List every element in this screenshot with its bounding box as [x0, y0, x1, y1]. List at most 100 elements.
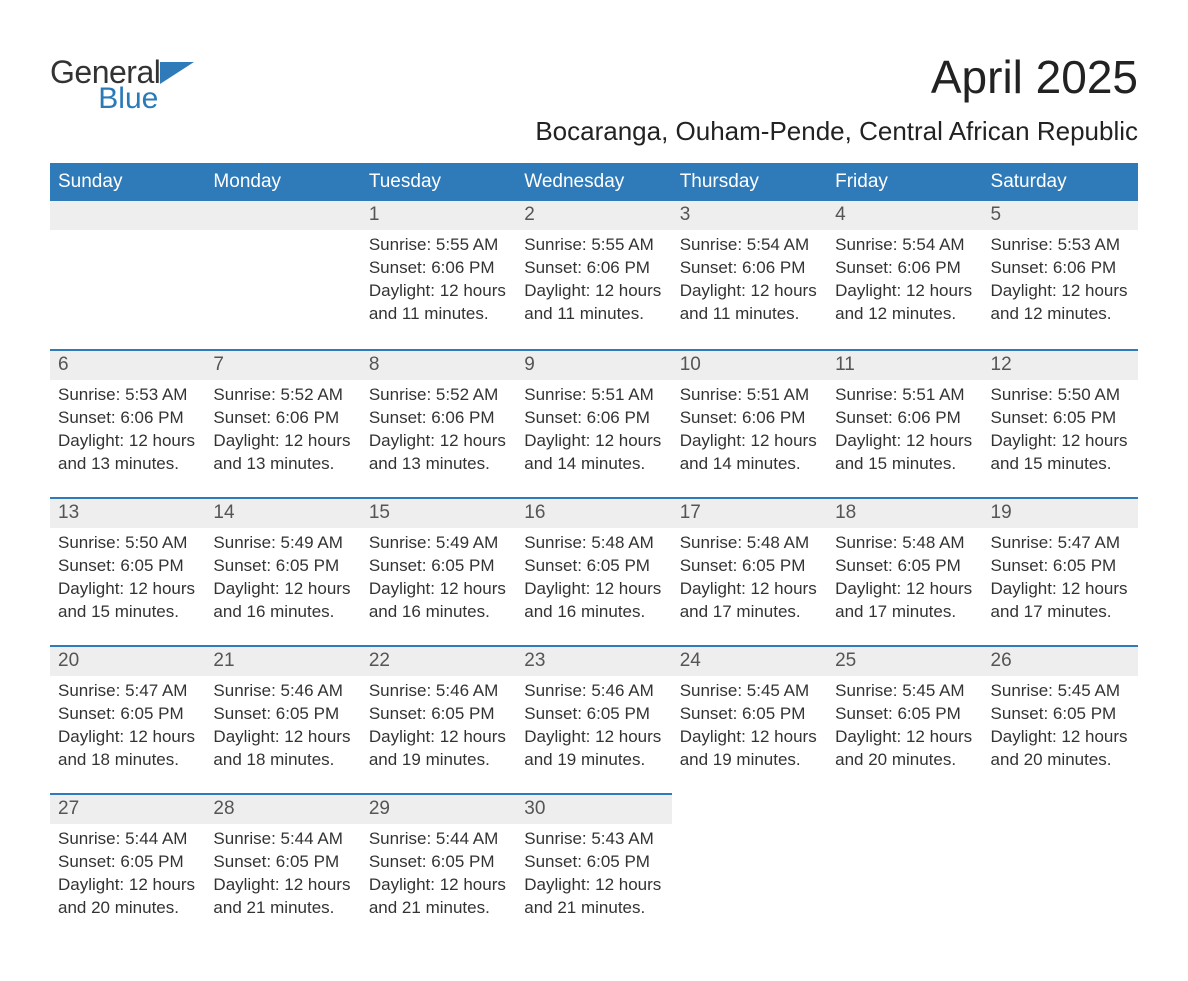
- day-details: Sunrise: 5:55 AMSunset: 6:06 PMDaylight:…: [361, 230, 516, 336]
- day-number: 6: [50, 349, 205, 380]
- daylight-text: and 12 minutes.: [991, 303, 1130, 326]
- day-number: 2: [516, 201, 671, 230]
- day-details: Sunrise: 5:46 AMSunset: 6:05 PMDaylight:…: [361, 676, 516, 782]
- sunset-text: Sunset: 6:06 PM: [991, 257, 1130, 280]
- daylight-text: and 14 minutes.: [680, 453, 819, 476]
- day-number: 24: [672, 645, 827, 676]
- day-details: Sunrise: 5:44 AMSunset: 6:05 PMDaylight:…: [361, 824, 516, 930]
- daylight-text: Daylight: 12 hours: [680, 430, 819, 453]
- day-number: 12: [983, 349, 1138, 380]
- calendar-week-row: 13Sunrise: 5:50 AMSunset: 6:05 PMDayligh…: [50, 497, 1138, 645]
- daylight-text: and 19 minutes.: [369, 749, 508, 772]
- title-block: April 2025 Bocaranga, Ouham-Pende, Centr…: [535, 50, 1138, 157]
- flag-icon: [160, 62, 194, 88]
- location-subtitle: Bocaranga, Ouham-Pende, Central African …: [535, 116, 1138, 147]
- daylight-text: and 18 minutes.: [58, 749, 197, 772]
- daylight-text: Daylight: 12 hours: [58, 874, 197, 897]
- sunset-text: Sunset: 6:06 PM: [524, 257, 663, 280]
- sunset-text: Sunset: 6:05 PM: [58, 555, 197, 578]
- sunset-text: Sunset: 6:06 PM: [213, 407, 352, 430]
- sunrise-text: Sunrise: 5:55 AM: [524, 234, 663, 257]
- day-header: Saturday: [983, 163, 1138, 201]
- daylight-text: and 16 minutes.: [213, 601, 352, 624]
- sunrise-text: Sunrise: 5:45 AM: [680, 680, 819, 703]
- calendar-body: 1Sunrise: 5:55 AMSunset: 6:06 PMDaylight…: [50, 201, 1138, 941]
- daylight-text: Daylight: 12 hours: [991, 726, 1130, 749]
- day-details: Sunrise: 5:47 AMSunset: 6:05 PMDaylight:…: [50, 676, 205, 782]
- day-header: Thursday: [672, 163, 827, 201]
- sunset-text: Sunset: 6:05 PM: [991, 703, 1130, 726]
- day-number: 23: [516, 645, 671, 676]
- sunrise-text: Sunrise: 5:54 AM: [835, 234, 974, 257]
- day-number: [827, 793, 982, 822]
- daylight-text: and 16 minutes.: [524, 601, 663, 624]
- day-details: Sunrise: 5:44 AMSunset: 6:05 PMDaylight:…: [205, 824, 360, 930]
- daylight-text: Daylight: 12 hours: [991, 280, 1130, 303]
- daylight-text: Daylight: 12 hours: [369, 430, 508, 453]
- sunrise-text: Sunrise: 5:49 AM: [369, 532, 508, 555]
- sunset-text: Sunset: 6:06 PM: [58, 407, 197, 430]
- day-details: Sunrise: 5:45 AMSunset: 6:05 PMDaylight:…: [672, 676, 827, 782]
- sunrise-text: Sunrise: 5:48 AM: [835, 532, 974, 555]
- day-details: Sunrise: 5:44 AMSunset: 6:05 PMDaylight:…: [50, 824, 205, 930]
- calendar-cell: 28Sunrise: 5:44 AMSunset: 6:05 PMDayligh…: [205, 793, 360, 941]
- day-details: Sunrise: 5:48 AMSunset: 6:05 PMDaylight:…: [672, 528, 827, 634]
- sunset-text: Sunset: 6:05 PM: [58, 703, 197, 726]
- calendar-cell: 19Sunrise: 5:47 AMSunset: 6:05 PMDayligh…: [983, 497, 1138, 645]
- calendar-cell: 14Sunrise: 5:49 AMSunset: 6:05 PMDayligh…: [205, 497, 360, 645]
- daylight-text: and 11 minutes.: [524, 303, 663, 326]
- brand-text: General Blue: [50, 56, 160, 114]
- day-details: Sunrise: 5:50 AMSunset: 6:05 PMDaylight:…: [50, 528, 205, 634]
- daylight-text: and 17 minutes.: [991, 601, 1130, 624]
- sunrise-text: Sunrise: 5:53 AM: [991, 234, 1130, 257]
- calendar-cell: 17Sunrise: 5:48 AMSunset: 6:05 PMDayligh…: [672, 497, 827, 645]
- calendar-cell: 15Sunrise: 5:49 AMSunset: 6:05 PMDayligh…: [361, 497, 516, 645]
- calendar-cell: 21Sunrise: 5:46 AMSunset: 6:05 PMDayligh…: [205, 645, 360, 793]
- day-number: 17: [672, 497, 827, 528]
- day-details: Sunrise: 5:51 AMSunset: 6:06 PMDaylight:…: [672, 380, 827, 486]
- calendar-cell: 9Sunrise: 5:51 AMSunset: 6:06 PMDaylight…: [516, 349, 671, 497]
- calendar-cell: [50, 201, 205, 349]
- calendar-week-row: 6Sunrise: 5:53 AMSunset: 6:06 PMDaylight…: [50, 349, 1138, 497]
- sunrise-text: Sunrise: 5:50 AM: [991, 384, 1130, 407]
- sunrise-text: Sunrise: 5:43 AM: [524, 828, 663, 851]
- calendar-cell: 12Sunrise: 5:50 AMSunset: 6:05 PMDayligh…: [983, 349, 1138, 497]
- day-number: 1: [361, 201, 516, 230]
- daylight-text: Daylight: 12 hours: [213, 578, 352, 601]
- calendar-week-row: 20Sunrise: 5:47 AMSunset: 6:05 PMDayligh…: [50, 645, 1138, 793]
- sunset-text: Sunset: 6:05 PM: [680, 555, 819, 578]
- calendar-cell: 11Sunrise: 5:51 AMSunset: 6:06 PMDayligh…: [827, 349, 982, 497]
- day-details: Sunrise: 5:43 AMSunset: 6:05 PMDaylight:…: [516, 824, 671, 930]
- calendar-week-row: 1Sunrise: 5:55 AMSunset: 6:06 PMDaylight…: [50, 201, 1138, 349]
- day-header: Friday: [827, 163, 982, 201]
- sunrise-text: Sunrise: 5:51 AM: [524, 384, 663, 407]
- day-details: Sunrise: 5:49 AMSunset: 6:05 PMDaylight:…: [361, 528, 516, 634]
- day-details: Sunrise: 5:46 AMSunset: 6:05 PMDaylight:…: [205, 676, 360, 782]
- daylight-text: and 15 minutes.: [991, 453, 1130, 476]
- sunrise-text: Sunrise: 5:54 AM: [680, 234, 819, 257]
- calendar-cell: [983, 793, 1138, 941]
- day-details: Sunrise: 5:51 AMSunset: 6:06 PMDaylight:…: [827, 380, 982, 486]
- sunset-text: Sunset: 6:05 PM: [524, 703, 663, 726]
- daylight-text: and 13 minutes.: [369, 453, 508, 476]
- calendar-cell: 23Sunrise: 5:46 AMSunset: 6:05 PMDayligh…: [516, 645, 671, 793]
- calendar-head: Sunday Monday Tuesday Wednesday Thursday…: [50, 163, 1138, 201]
- calendar-cell: 27Sunrise: 5:44 AMSunset: 6:05 PMDayligh…: [50, 793, 205, 941]
- daylight-text: and 12 minutes.: [835, 303, 974, 326]
- calendar-cell: 30Sunrise: 5:43 AMSunset: 6:05 PMDayligh…: [516, 793, 671, 941]
- sunrise-text: Sunrise: 5:51 AM: [680, 384, 819, 407]
- day-details: Sunrise: 5:55 AMSunset: 6:06 PMDaylight:…: [516, 230, 671, 336]
- sunset-text: Sunset: 6:05 PM: [369, 703, 508, 726]
- calendar-cell: 6Sunrise: 5:53 AMSunset: 6:06 PMDaylight…: [50, 349, 205, 497]
- sunrise-text: Sunrise: 5:46 AM: [369, 680, 508, 703]
- calendar-cell: 10Sunrise: 5:51 AMSunset: 6:06 PMDayligh…: [672, 349, 827, 497]
- calendar-cell: 13Sunrise: 5:50 AMSunset: 6:05 PMDayligh…: [50, 497, 205, 645]
- calendar-cell: 3Sunrise: 5:54 AMSunset: 6:06 PMDaylight…: [672, 201, 827, 349]
- calendar-cell: 1Sunrise: 5:55 AMSunset: 6:06 PMDaylight…: [361, 201, 516, 349]
- sunset-text: Sunset: 6:06 PM: [835, 257, 974, 280]
- day-number: 16: [516, 497, 671, 528]
- sunrise-text: Sunrise: 5:46 AM: [524, 680, 663, 703]
- daylight-text: Daylight: 12 hours: [369, 874, 508, 897]
- daylight-text: and 15 minutes.: [835, 453, 974, 476]
- day-number: 27: [50, 793, 205, 824]
